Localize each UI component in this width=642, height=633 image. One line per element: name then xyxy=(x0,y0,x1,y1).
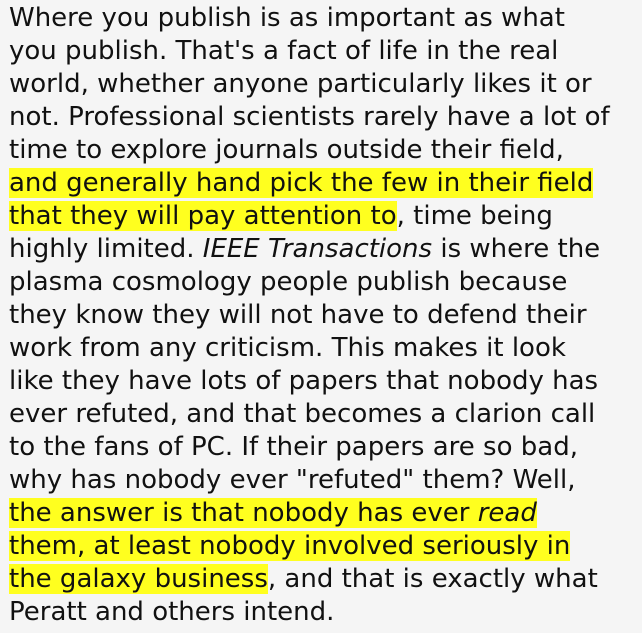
text-line: Where you publish is as important as wha… xyxy=(9,2,642,35)
text-segment: you publish. That's a fact of life in th… xyxy=(9,36,559,66)
text-segment: why has nobody ever "refuted" them? Well… xyxy=(9,465,576,495)
highlighted-text: the galaxy business xyxy=(9,564,268,594)
text-segment: time to explore journals outside their f… xyxy=(9,135,564,165)
text-segment: plasma cosmology people publish because xyxy=(9,267,568,297)
text-line: not. Professional scientists rarely have… xyxy=(9,101,642,134)
text-line: that they will pay attention to, time be… xyxy=(9,200,642,233)
text-line: why has nobody ever "refuted" them? Well… xyxy=(9,464,642,497)
text-segment: not. Professional scientists rarely have… xyxy=(9,102,610,132)
text-line: highly limited. IEEE Transactions is whe… xyxy=(9,233,642,266)
text-line: you publish. That's a fact of life in th… xyxy=(9,35,642,68)
text-segment: to the fans of PC. If their papers are s… xyxy=(9,432,578,462)
highlighted-text: and generally hand pick the few in their… xyxy=(9,168,594,198)
text-line: work from any criticism. This makes it l… xyxy=(9,332,642,365)
text-segment: Where you publish is as important as wha… xyxy=(9,3,565,33)
text-segment: is where the xyxy=(432,234,601,264)
text-segment: world, whether anyone particularly likes… xyxy=(9,69,592,99)
italic-text: IEEE Transactions xyxy=(202,234,433,264)
text-line: they know they will not have to defend t… xyxy=(9,299,642,332)
text-segment: work from any criticism. This makes it l… xyxy=(9,333,566,363)
highlighted-text: the answer is that nobody has ever xyxy=(9,498,478,528)
text-segment: highly limited. xyxy=(9,234,203,264)
text-line: ever refuted, and that becomes a clarion… xyxy=(9,398,642,431)
text-segment: Peratt and others intend. xyxy=(9,597,335,627)
highlighted-text: read xyxy=(477,498,537,528)
text-line: and generally hand pick the few in their… xyxy=(9,167,642,200)
passage-text: Where you publish is as important as wha… xyxy=(9,2,642,629)
text-line: to the fans of PC. If their papers are s… xyxy=(9,431,642,464)
text-line: plasma cosmology people publish because xyxy=(9,266,642,299)
text-line: Peratt and others intend. xyxy=(9,596,642,629)
text-line: time to explore journals outside their f… xyxy=(9,134,642,167)
text-line: the galaxy business, and that is exactly… xyxy=(9,563,642,596)
text-segment: ever refuted, and that becomes a clarion… xyxy=(9,399,596,429)
highlighted-text: that they will pay attention to xyxy=(9,201,397,231)
highlighted-text: them, at least nobody involved seriously… xyxy=(9,531,571,561)
text-line: world, whether anyone particularly likes… xyxy=(9,68,642,101)
text-line: them, at least nobody involved seriously… xyxy=(9,530,642,563)
text-segment: , time being xyxy=(396,201,553,231)
text-line: the answer is that nobody has ever read xyxy=(9,497,642,530)
text-segment: , and that is exactly what xyxy=(267,564,598,594)
text-line: like they have lots of papers that nobod… xyxy=(9,365,642,398)
text-segment: they know they will not have to defend t… xyxy=(9,300,587,330)
text-segment: like they have lots of papers that nobod… xyxy=(9,366,599,396)
